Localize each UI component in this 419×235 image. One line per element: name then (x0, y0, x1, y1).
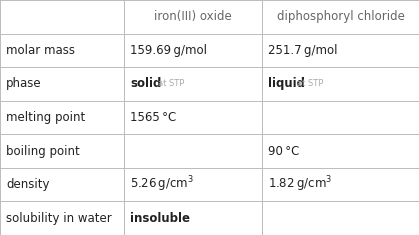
Text: 159.69 g/mol: 159.69 g/mol (130, 44, 207, 57)
Text: 90 °C: 90 °C (268, 145, 300, 158)
Text: melting point: melting point (6, 111, 85, 124)
Text: iron(III) oxide: iron(III) oxide (154, 10, 232, 23)
Text: insoluble: insoluble (130, 212, 190, 225)
Text: 1565 °C: 1565 °C (130, 111, 176, 124)
Text: solid: solid (130, 77, 161, 90)
Text: at STP: at STP (297, 79, 323, 88)
Text: phase: phase (6, 77, 42, 90)
Text: molar mass: molar mass (6, 44, 75, 57)
Text: boiling point: boiling point (6, 145, 80, 158)
Text: diphosphoryl chloride: diphosphoryl chloride (277, 10, 404, 23)
Text: 1.82 g/cm$^{3}$: 1.82 g/cm$^{3}$ (268, 175, 332, 194)
Text: density: density (6, 178, 50, 191)
Text: solubility in water: solubility in water (6, 212, 112, 225)
Text: 251.7 g/mol: 251.7 g/mol (268, 44, 338, 57)
Text: at STP: at STP (158, 79, 185, 88)
Text: 5.26 g/cm$^{3}$: 5.26 g/cm$^{3}$ (130, 175, 194, 194)
Text: liquid: liquid (268, 77, 305, 90)
